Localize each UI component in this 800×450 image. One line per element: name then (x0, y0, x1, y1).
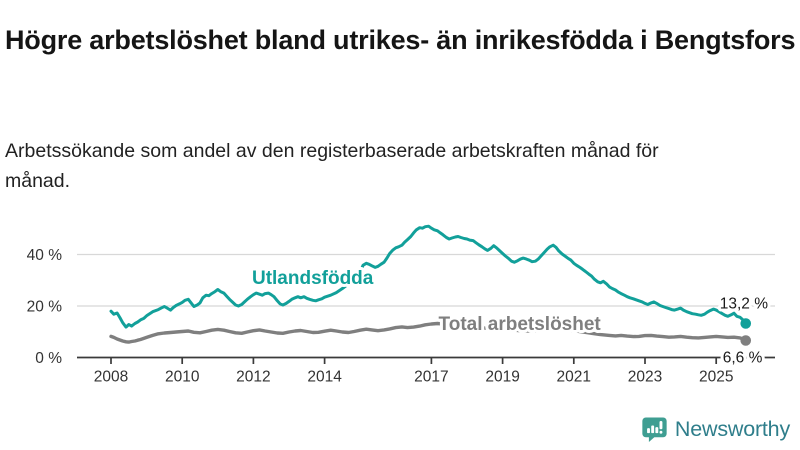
x-tick-label: 2025 (699, 369, 733, 386)
x-tick-label: 2023 (628, 369, 662, 386)
total-series-label-halo: Total arbetslöshet (439, 314, 602, 335)
total-line (109, 321, 748, 344)
newsworthy-wordmark: Newsworthy (674, 417, 790, 441)
total-series-label: Total arbetslöshet (439, 314, 602, 335)
x-tick-label: 2021 (557, 369, 591, 386)
chart-title: Högre arbetslöshet bland utrikes- än inr… (5, 25, 796, 56)
utlandsfodda-line (109, 224, 748, 329)
unemployment-line-chart: 0 % 20 % 40 % 2008 2010 2012 2014 2017 2019 2021 2… (27, 224, 775, 386)
utlandsfodda-end-dot (740, 318, 752, 329)
x-tick-label: 2014 (307, 369, 342, 386)
y-tick-label: 40 % (27, 247, 63, 264)
newsworthy-icon (641, 416, 668, 443)
utlandsfodda-series-label-halo: Utlandsfödda (252, 268, 374, 289)
x-tick-label: 2012 (236, 369, 270, 386)
newsworthy-logo[interactable]: Newsworthy (641, 416, 790, 443)
utlandsfodda-end-label-halo: 13,2 % (720, 296, 768, 313)
x-tick-label: 2017 (414, 369, 448, 386)
y-tick-label: 20 % (27, 299, 63, 316)
total-end-dot (740, 335, 752, 346)
utlandsfodda-end-label: 13,2 % (720, 296, 768, 313)
utlandsfodda-series-label: Utlandsfödda (252, 268, 374, 289)
total-end-label-halo: 6,6 % (723, 350, 763, 367)
chart-subtitle: Arbetssökande som andel av den registerb… (5, 139, 659, 192)
x-tick-label: 2019 (485, 369, 519, 386)
total-end-label: 6,6 % (723, 350, 763, 367)
y-tick-label: 0 % (35, 350, 62, 367)
x-tick-label: 2010 (165, 369, 200, 386)
x-tick-label: 2008 (94, 369, 128, 386)
